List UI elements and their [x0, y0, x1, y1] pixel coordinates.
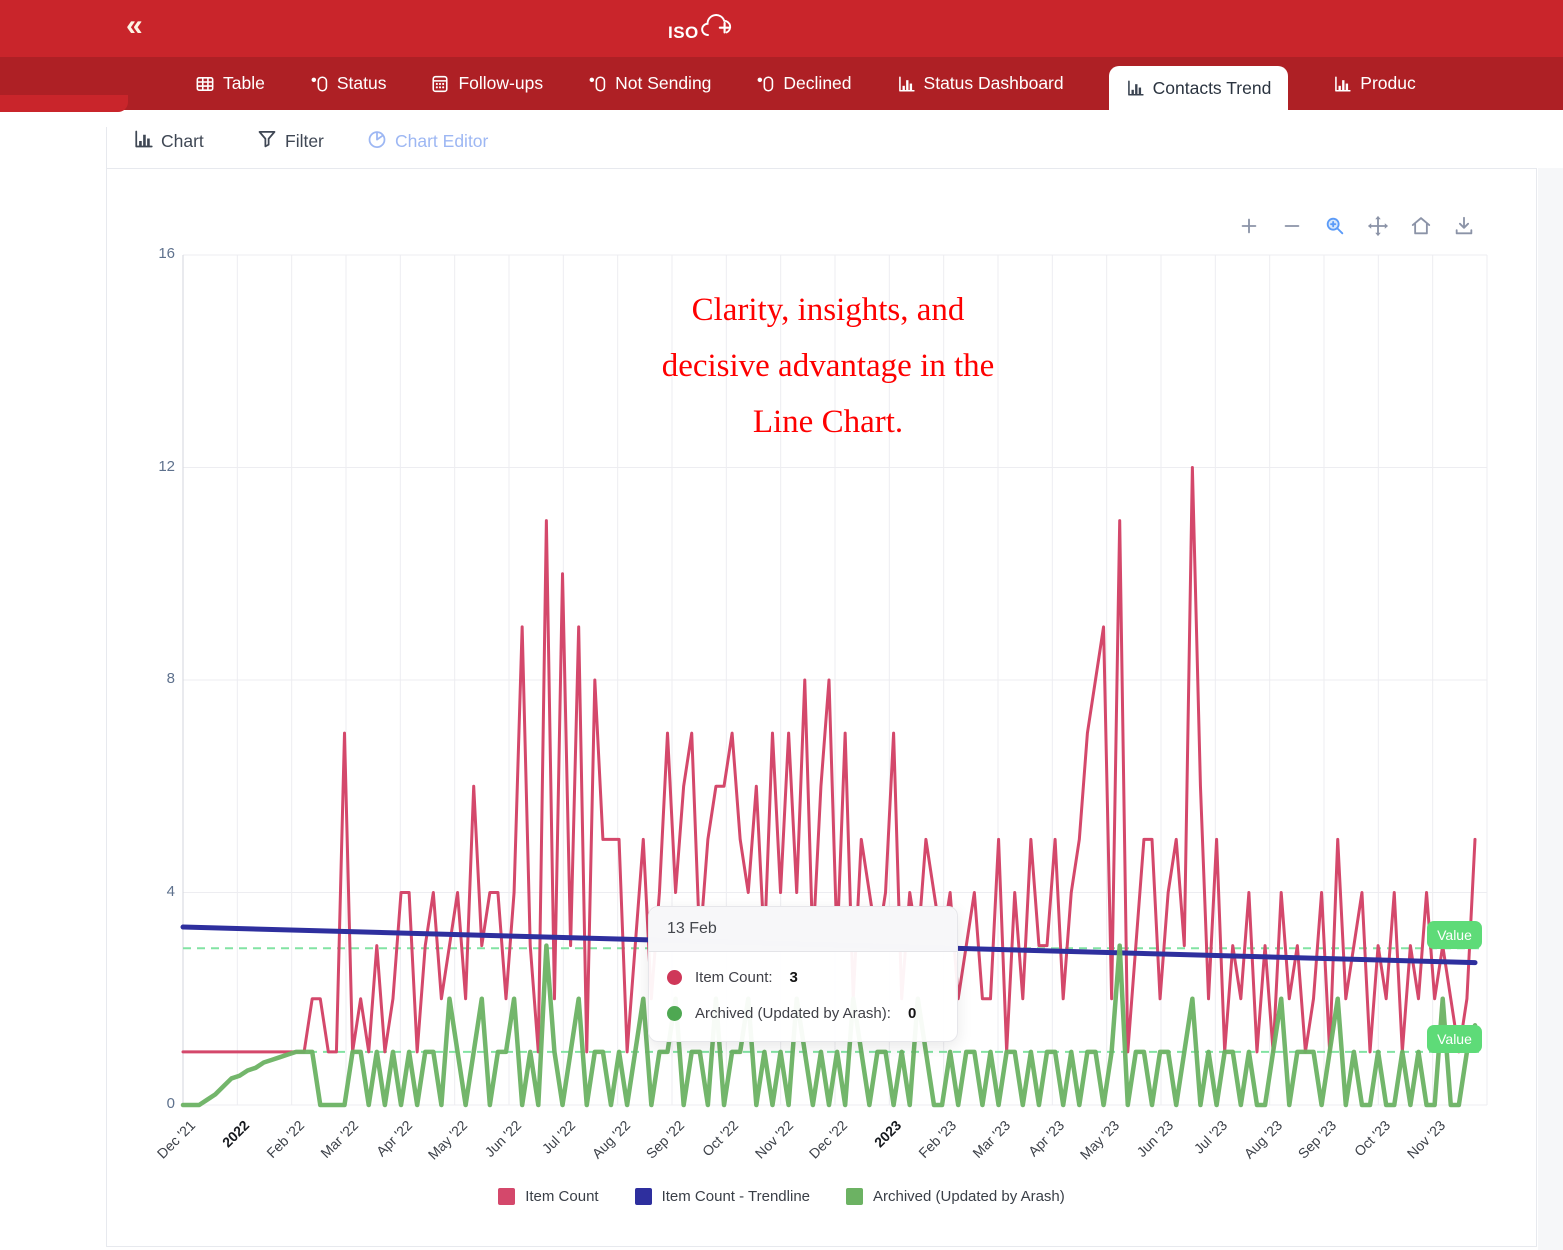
tab-label: Produc: [1360, 73, 1416, 93]
download-button[interactable]: [1452, 212, 1476, 240]
y-tick-label: 4: [166, 882, 175, 900]
y-tick-label: 12: [158, 457, 175, 475]
tab-bar: Table Status Follow-ups Not Sending Declined…: [0, 57, 1563, 110]
annotation-line: Clarity, insights, and: [691, 292, 965, 328]
legend-label: Item Count: [525, 1188, 599, 1205]
tooltip-date-title: 13 Feb: [649, 907, 957, 952]
tab-label: Not Sending: [615, 73, 712, 93]
legend-swatch: [634, 1188, 652, 1205]
filter-button[interactable]: Filter: [257, 122, 324, 160]
toolbar-label: Filter: [285, 130, 324, 151]
collapse-sidebar-button[interactable]: «: [126, 9, 143, 42]
y-tick-label: 16: [158, 245, 175, 262]
page-right-gutter: [1538, 168, 1563, 1250]
top-header-bar: ISO: [0, 0, 1563, 57]
logo-text: ISO: [668, 22, 699, 42]
tooltip-series-label: Archived (Updated by Arash):: [695, 1005, 891, 1022]
tab-label: Table: [223, 73, 265, 93]
tab-declined[interactable]: Declined: [756, 57, 852, 110]
zoom-out-button[interactable]: [1280, 212, 1304, 240]
tooltip-series-value: 0: [907, 1005, 917, 1022]
panel-left-border: [106, 127, 107, 168]
chart-button[interactable]: Chart: [133, 122, 204, 160]
tooltip-series-label: Item Count:: [695, 969, 773, 986]
annotation-line: Line Chart.: [752, 404, 904, 440]
tooltip-series-value: 3: [789, 969, 798, 986]
toggle-icon: [756, 75, 774, 93]
series-dot-icon: [667, 970, 682, 985]
tab-contacts-trend[interactable]: Contacts Trend: [1108, 66, 1289, 110]
legend-item[interactable]: Item Count - Trendline: [634, 1188, 810, 1205]
y-tick-label: 8: [166, 670, 175, 687]
app-logo: ISO: [668, 12, 735, 45]
tooltip-row: Item Count: 3: [667, 969, 939, 986]
toggle-icon: [588, 75, 606, 93]
tab-label: Declined: [783, 73, 852, 93]
tab-table[interactable]: Table: [196, 57, 265, 110]
tab-follow-ups[interactable]: Follow-ups: [431, 57, 543, 110]
toolbar-label: Chart Editor: [395, 130, 489, 151]
home-button[interactable]: [1409, 212, 1433, 240]
tab-not-sending[interactable]: Not Sending: [588, 57, 711, 110]
legend-item[interactable]: Archived (Updated by Arash): [846, 1188, 1065, 1205]
toggle-icon: [310, 75, 328, 93]
chart-annotation: Clarity, insights, and decisive advantag…: [560, 282, 1096, 450]
tooltip-row: Archived (Updated by Arash): 0: [667, 1005, 939, 1022]
filter-icon: [257, 129, 277, 154]
legend-swatch: [498, 1188, 516, 1205]
legend-swatch: [846, 1188, 863, 1205]
tab-label: Status Dashboard: [923, 73, 1064, 93]
annotation-line: decisive advantage in the: [661, 348, 995, 384]
tab-bar-left-accent: [0, 95, 128, 112]
legend-label: Item Count - Trendline: [661, 1188, 810, 1205]
bar-chart-icon: [897, 75, 915, 93]
bar-chart-icon: [1126, 79, 1144, 97]
legend-item[interactable]: Item Count: [498, 1188, 599, 1205]
tab-label: Follow-ups: [458, 73, 544, 93]
item-count-line: [181, 466, 1477, 1054]
toolbar-label: Chart: [161, 130, 204, 151]
series-dot-icon: [667, 1006, 682, 1021]
chart-editor-button[interactable]: Chart Editor: [367, 122, 488, 160]
tab-status-dashboard[interactable]: Status Dashboard: [897, 57, 1064, 110]
chart-legend: Item Count Item Count - Trendline Archived…: [0, 1188, 1563, 1205]
chart-tooltip: 13 Feb Item Count: 3 Archived (Updated by …: [648, 906, 958, 1042]
y-tick-label: 0: [166, 1095, 175, 1112]
archived-line: [180, 943, 1478, 1108]
tab-produc[interactable]: Produc: [1333, 57, 1416, 110]
bar-chart-icon: [133, 129, 153, 154]
zoom-in-button[interactable]: [1237, 212, 1261, 240]
legend-label: Archived (Updated by Arash): [873, 1188, 1065, 1205]
calculator-icon: [431, 75, 449, 93]
table-icon: [196, 75, 214, 93]
chart-modebar: [1237, 212, 1476, 240]
tab-status[interactable]: Status: [310, 57, 387, 110]
cloud-plus-icon: [699, 12, 735, 45]
pie-chart-icon: [367, 129, 387, 154]
value-annotation-badge: Value: [1427, 921, 1482, 950]
value-annotation-badge: Value: [1427, 1024, 1482, 1053]
tab-label: Contacts Trend: [1152, 77, 1272, 98]
bar-chart-icon: [1333, 75, 1351, 93]
tab-label: Status: [336, 73, 387, 93]
zoom-button[interactable]: [1323, 212, 1347, 240]
pan-button[interactable]: [1366, 212, 1390, 240]
